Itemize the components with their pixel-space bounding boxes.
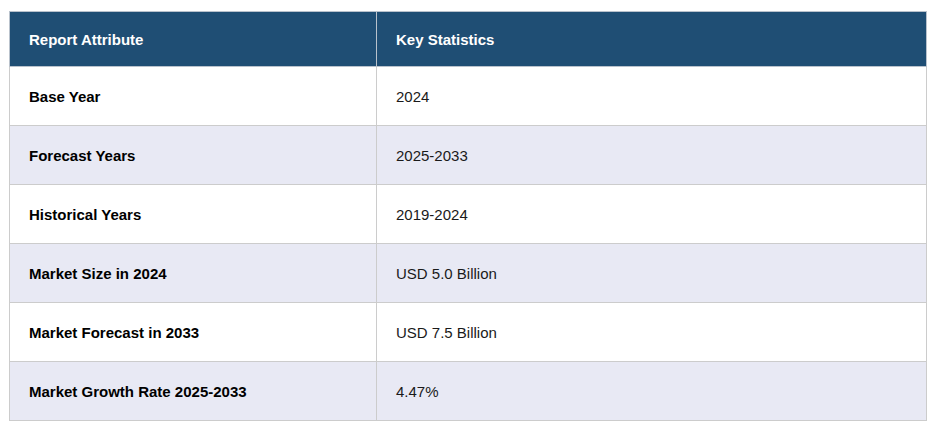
- table-row-historical-years: Historical Years 2019-2024: [10, 185, 927, 244]
- report-attributes-table: Report Attribute Key Statistics Base Yea…: [9, 11, 927, 421]
- attribute-cell: Historical Years: [10, 185, 377, 244]
- page: Report Attribute Key Statistics Base Yea…: [0, 0, 933, 432]
- attribute-cell: Forecast Years: [10, 126, 377, 185]
- attribute-cell: Market Growth Rate 2025-2033: [10, 362, 377, 421]
- table-row-market-growth-rate: Market Growth Rate 2025-2033 4.47%: [10, 362, 927, 421]
- value-cell: USD 5.0 Billion: [377, 244, 927, 303]
- value-cell: USD 7.5 Billion: [377, 303, 927, 362]
- attribute-cell: Market Forecast in 2033: [10, 303, 377, 362]
- attribute-cell: Market Size in 2024: [10, 244, 377, 303]
- header-cell-report-attribute: Report Attribute: [10, 12, 377, 67]
- value-cell: 2019-2024: [377, 185, 927, 244]
- value-cell: 2025-2033: [377, 126, 927, 185]
- attribute-cell: Base Year: [10, 67, 377, 126]
- table-header-row: Report Attribute Key Statistics: [10, 12, 927, 67]
- value-cell: 2024: [377, 67, 927, 126]
- table-row-market-size: Market Size in 2024 USD 5.0 Billion: [10, 244, 927, 303]
- value-cell: 4.47%: [377, 362, 927, 421]
- table-row-forecast-years: Forecast Years 2025-2033: [10, 126, 927, 185]
- table-row-market-forecast: Market Forecast in 2033 USD 7.5 Billion: [10, 303, 927, 362]
- table-row-base-year: Base Year 2024: [10, 67, 927, 126]
- header-cell-key-statistics: Key Statistics: [377, 12, 927, 67]
